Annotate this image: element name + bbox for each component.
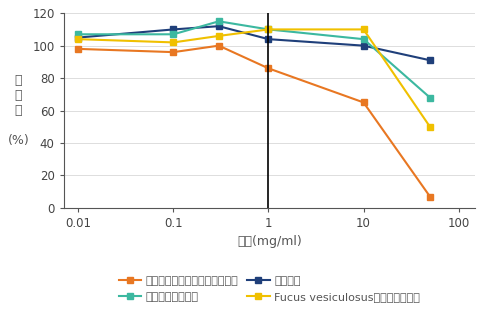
デキストラン硫酸	[171, 32, 176, 36]
フコース	[171, 27, 176, 31]
フコース	[427, 58, 433, 62]
フコース	[216, 24, 222, 28]
オキナワモズク由来フコイダン	[75, 47, 81, 51]
オキナワモズク由来フコイダン	[427, 195, 433, 199]
デキストラン硫酸	[427, 96, 433, 100]
フコース	[361, 44, 367, 48]
フコース	[266, 37, 271, 41]
Line: フコース: フコース	[75, 23, 434, 64]
デキストラン硫酸	[266, 27, 271, 31]
Line: オキナワモズク由来フコイダン: オキナワモズク由来フコイダン	[75, 42, 434, 200]
オキナワモズク由来フコイダン	[171, 50, 176, 54]
Line: Fucus vesiculosus由来フコイダン: Fucus vesiculosus由来フコイダン	[75, 26, 434, 130]
Fucus vesiculosus由来フコイダン	[216, 34, 222, 38]
Legend: オキナワモズク由来フコイダン, デキストラン硫酸, フコース, Fucus vesiculosus由来フコイダン: オキナワモズク由来フコイダン, デキストラン硫酸, フコース, Fucus ve…	[115, 272, 424, 306]
デキストラン硫酸	[216, 19, 222, 23]
Fucus vesiculosus由来フコイダン	[427, 125, 433, 129]
X-axis label: 濃度(mg/ml): 濃度(mg/ml)	[237, 236, 302, 248]
オキナワモズク由来フコイダン	[216, 44, 222, 48]
Fucus vesiculosus由来フコイダン	[171, 40, 176, 44]
Line: デキストラン硫酸: デキストラン硫酸	[75, 18, 434, 101]
デキストラン硫酸	[75, 32, 81, 36]
デキストラン硫酸	[361, 37, 367, 41]
Fucus vesiculosus由来フコイダン	[361, 27, 367, 31]
オキナワモズク由来フコイダン	[361, 100, 367, 104]
Y-axis label: 付
着
率

(%): 付 着 率 (%)	[7, 74, 29, 147]
オキナワモズク由来フコイダン	[266, 66, 271, 70]
Fucus vesiculosus由来フコイダン	[266, 27, 271, 31]
フコース	[75, 36, 81, 40]
Fucus vesiculosus由来フコイダン	[75, 37, 81, 41]
